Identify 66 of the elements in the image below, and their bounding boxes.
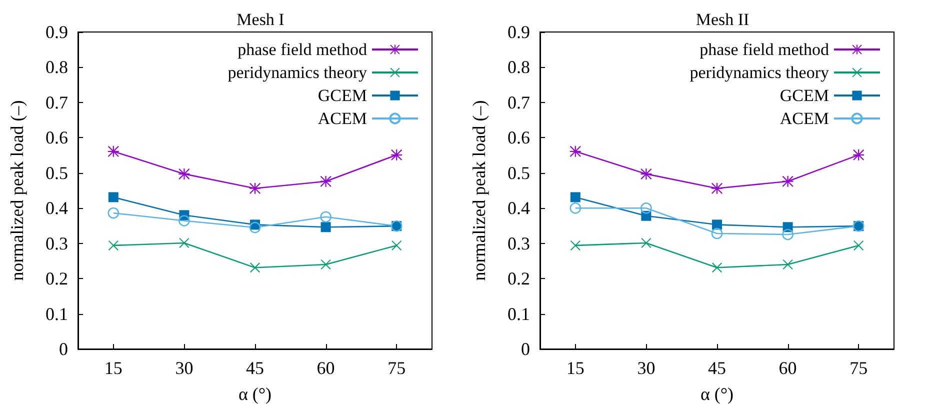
x-tick-label: 15 bbox=[104, 358, 122, 378]
x-tick-label: 75 bbox=[850, 358, 868, 378]
point bbox=[178, 168, 190, 180]
x-axis-title: α (°) bbox=[238, 384, 272, 404]
point bbox=[570, 240, 580, 250]
x-tick-label: 15 bbox=[566, 358, 584, 378]
point bbox=[392, 240, 402, 250]
y-tick-label: 0.1 bbox=[508, 304, 530, 324]
point bbox=[712, 220, 722, 230]
y-tick-label: 0.5 bbox=[508, 162, 530, 183]
x-tick-label: 60 bbox=[778, 358, 797, 378]
y-tick-label: 0.3 bbox=[508, 233, 530, 254]
point bbox=[712, 262, 722, 273]
legend-label: peridynamics theory bbox=[228, 63, 368, 82]
x-tick-label: 60 bbox=[316, 358, 335, 378]
chart-title: Mesh I bbox=[236, 10, 285, 29]
y-axis-title: normalized peak load (–) bbox=[469, 100, 489, 281]
y-tick-label: 0.7 bbox=[46, 92, 68, 112]
point bbox=[640, 168, 652, 180]
chart-title: Mesh II bbox=[696, 10, 750, 29]
y-tick-label: 0.5 bbox=[46, 162, 68, 183]
x-tick-label: 30 bbox=[175, 358, 194, 378]
y-tick-label: 0.9 bbox=[46, 22, 68, 42]
point bbox=[320, 222, 331, 232]
point bbox=[640, 202, 652, 214]
y-tick-label: 0 bbox=[59, 339, 68, 359]
point bbox=[711, 228, 723, 240]
point bbox=[108, 192, 118, 202]
legend-label: ACEM bbox=[318, 109, 367, 128]
legend-label: phase field method bbox=[238, 40, 368, 59]
point bbox=[250, 262, 260, 273]
x-tick-label: 45 bbox=[708, 358, 726, 378]
point bbox=[320, 211, 332, 223]
point bbox=[249, 222, 261, 234]
legend-label: phase field method bbox=[700, 40, 830, 59]
y-tick-label: 0.9 bbox=[508, 22, 530, 42]
point bbox=[178, 215, 190, 226]
y-tick-label: 0.2 bbox=[508, 268, 530, 289]
point bbox=[108, 207, 120, 219]
y-tick-label: 0.1 bbox=[46, 304, 68, 324]
y-tick-label: 0.6 bbox=[46, 128, 68, 148]
point bbox=[782, 228, 794, 240]
legend-label: GCEM bbox=[318, 86, 367, 105]
y-tick-label: 0.7 bbox=[508, 92, 530, 112]
x-axis-title: α (°) bbox=[700, 384, 734, 404]
point bbox=[320, 176, 332, 187]
y-tick-label: 0.4 bbox=[508, 198, 530, 218]
y-tick-label: 0.4 bbox=[46, 198, 68, 218]
y-tick-label: 0.8 bbox=[508, 57, 530, 78]
y-tick-label: 0.2 bbox=[46, 268, 68, 289]
x-tick-label: 75 bbox=[388, 358, 406, 378]
legend-label: GCEM bbox=[780, 86, 829, 105]
legend-label: ACEM bbox=[780, 109, 829, 128]
point bbox=[570, 202, 582, 214]
y-tick-label: 0.8 bbox=[46, 57, 68, 78]
point bbox=[782, 176, 794, 187]
x-tick-label: 30 bbox=[637, 358, 656, 378]
legend-label: peridynamics theory bbox=[690, 63, 830, 82]
y-tick-label: 0 bbox=[521, 339, 530, 359]
point bbox=[570, 192, 580, 202]
point bbox=[854, 240, 864, 250]
y-axis-title: normalized peak load (–) bbox=[7, 100, 27, 281]
y-tick-label: 0.3 bbox=[46, 233, 68, 254]
point bbox=[108, 240, 118, 250]
y-tick-label: 0.6 bbox=[508, 128, 530, 148]
x-tick-label: 45 bbox=[246, 358, 264, 378]
